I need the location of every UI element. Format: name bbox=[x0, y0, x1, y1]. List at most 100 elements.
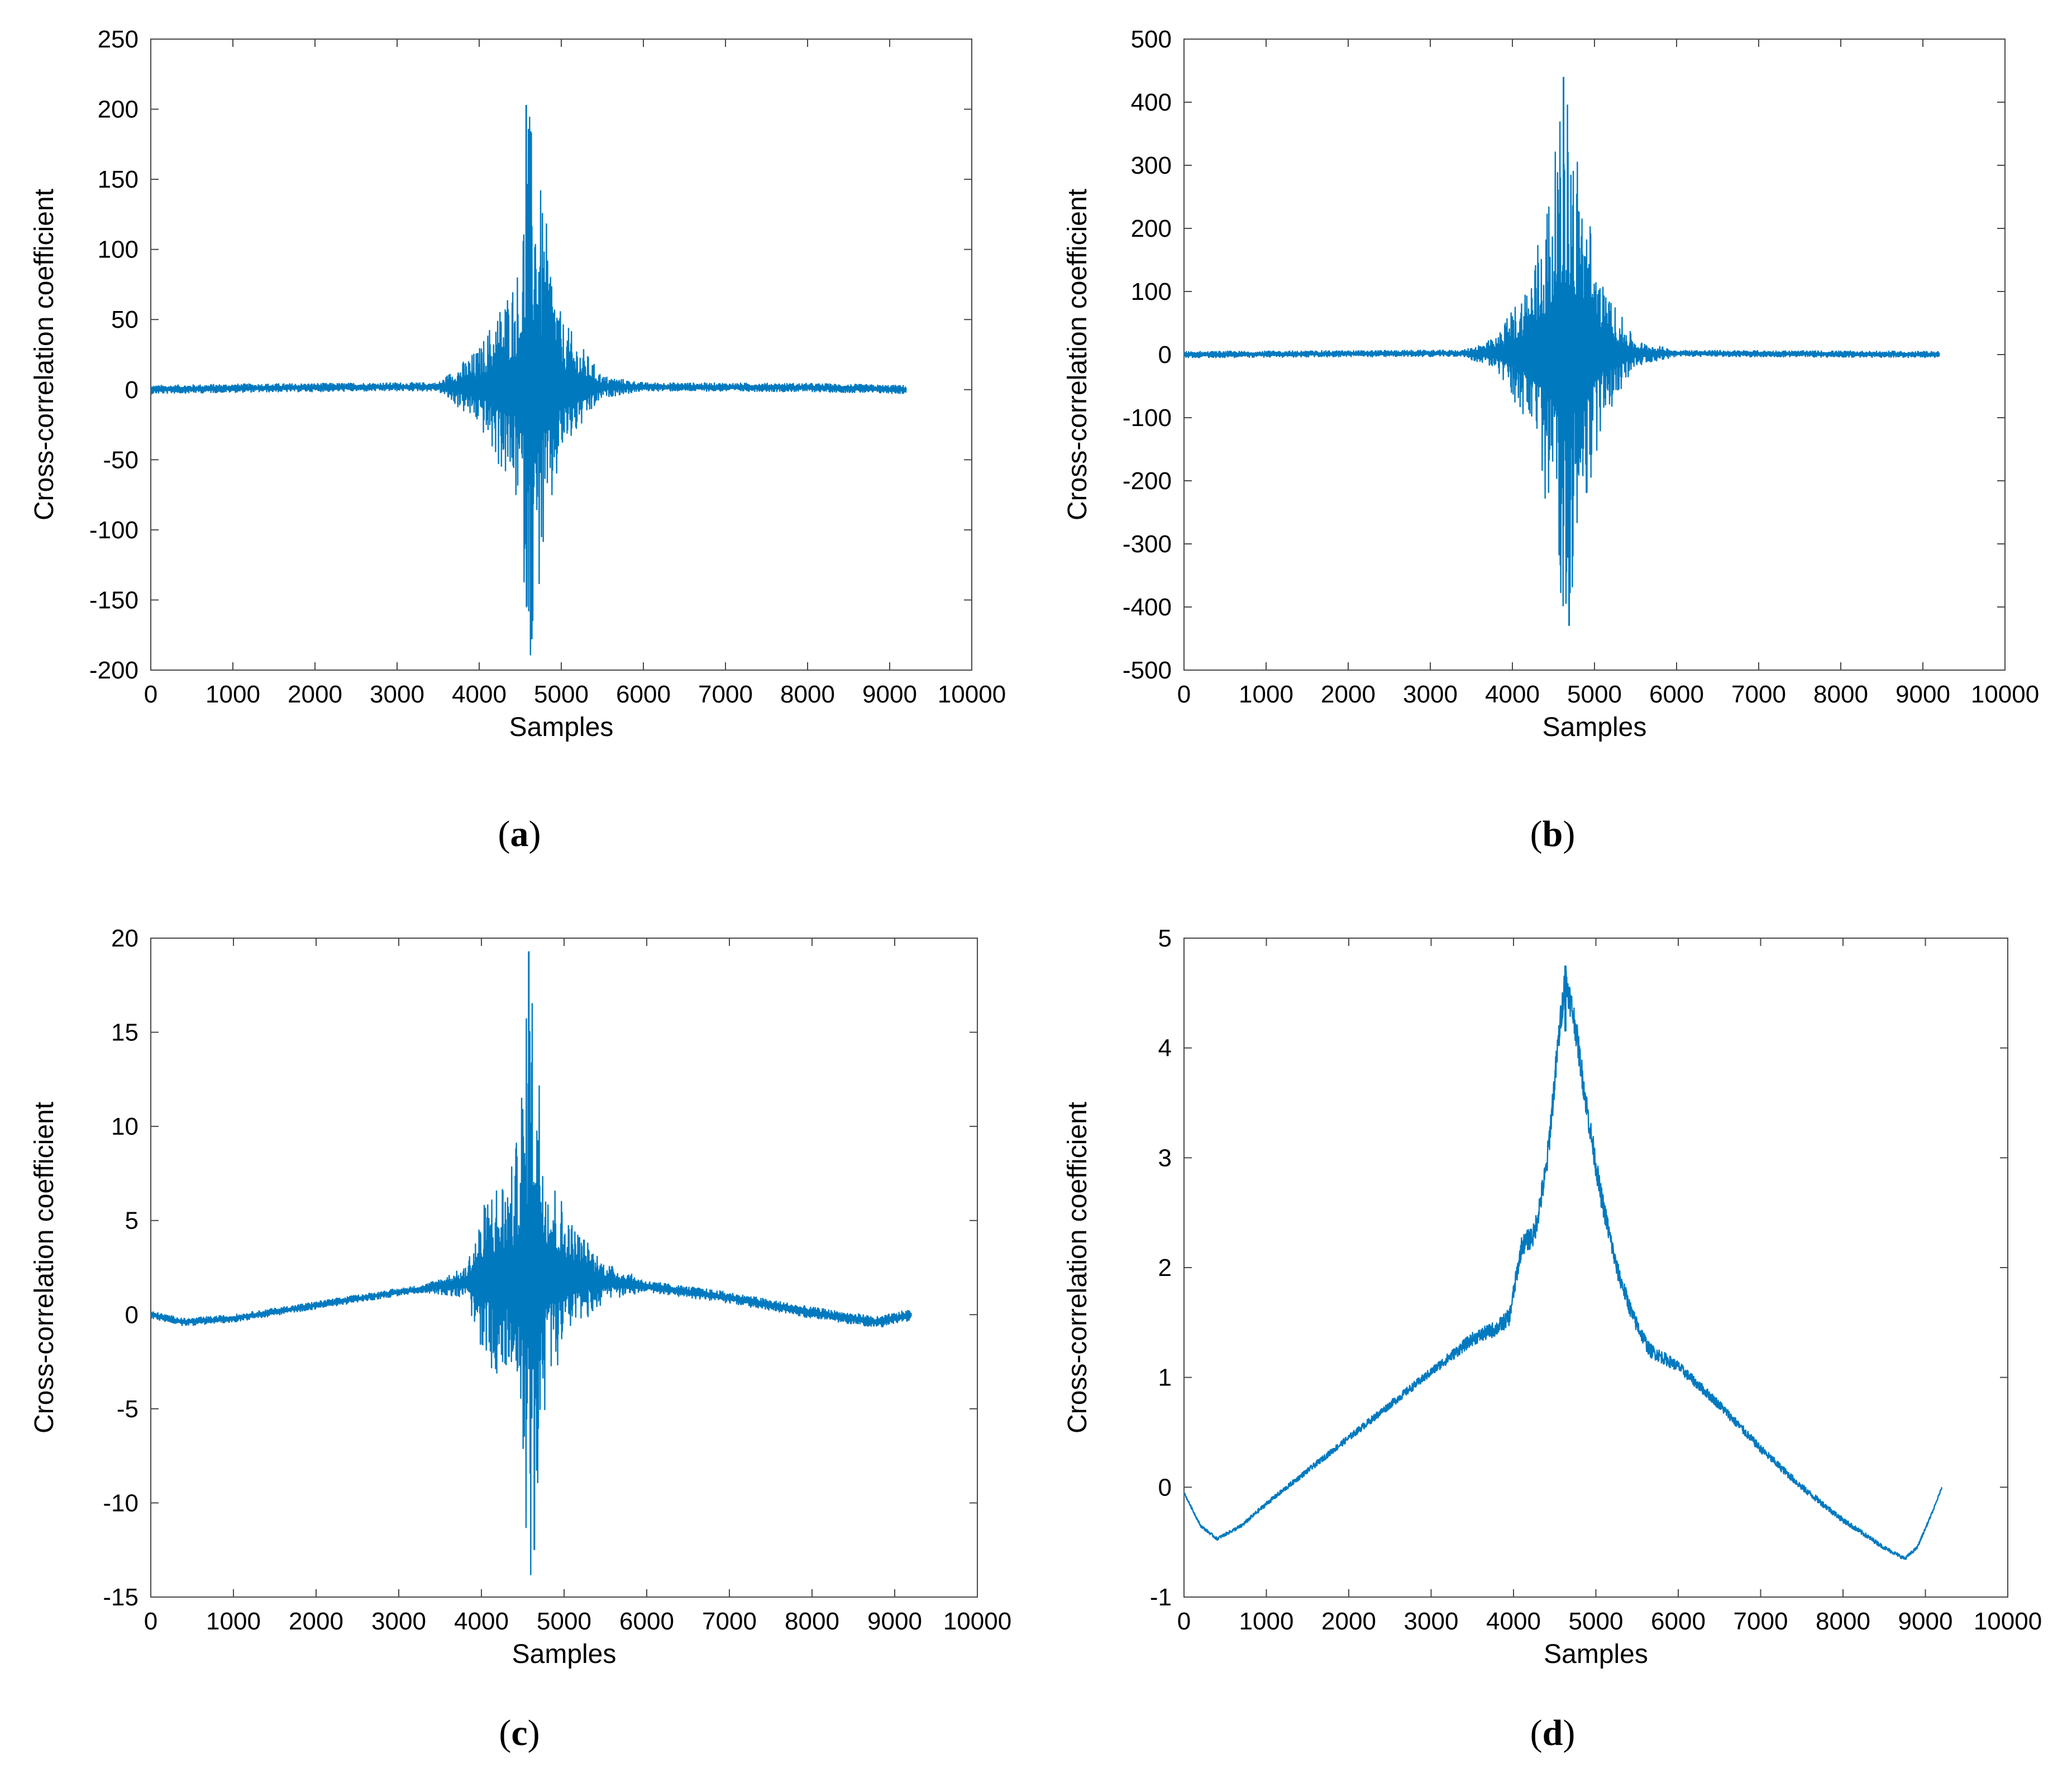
y-tick-label: 0 bbox=[125, 376, 139, 404]
panel-label: (b) bbox=[1530, 814, 1576, 854]
x-tick-label: 6000 bbox=[1649, 681, 1704, 708]
x-tick-label: 4000 bbox=[452, 681, 507, 708]
y-tick-label: 3 bbox=[1158, 1144, 1172, 1172]
y-tick-label: 4 bbox=[1158, 1035, 1172, 1062]
y-tick-label: -1 bbox=[1150, 1584, 1172, 1611]
series-line bbox=[1184, 967, 1943, 1560]
y-tick-label: 200 bbox=[1131, 215, 1172, 242]
x-tick-label: 1000 bbox=[206, 1608, 261, 1635]
x-tick-label: 2000 bbox=[1321, 681, 1376, 708]
x-tick-label: 7000 bbox=[698, 681, 753, 708]
x-tick-label: 5000 bbox=[534, 681, 589, 708]
series-line bbox=[1184, 104, 1940, 606]
x-tick-label: 1000 bbox=[1239, 1608, 1294, 1635]
y-tick-label: -400 bbox=[1123, 594, 1172, 621]
y-tick-label: -50 bbox=[103, 446, 139, 474]
x-tick-label: 6000 bbox=[616, 681, 671, 708]
y-axis-label: Cross-correlation coefficient bbox=[30, 1102, 59, 1433]
panel-label: (d) bbox=[1530, 1713, 1576, 1753]
x-tick-label: 9000 bbox=[867, 1608, 922, 1635]
y-tick-label: 5 bbox=[1158, 925, 1172, 952]
y-tick-label: 500 bbox=[1131, 26, 1172, 53]
x-tick-label: 5000 bbox=[1567, 681, 1622, 708]
panel-b: 0 1000 2000 3000 4000 5000 6000 7000 8000 9000 100… bbox=[1063, 26, 2039, 854]
y-tick-label: 150 bbox=[98, 166, 139, 193]
x-tick-label: 10000 bbox=[938, 681, 1006, 708]
y-tick-label: -300 bbox=[1123, 530, 1172, 558]
panel-a: 0 1000 2000 3000 4000 5000 6000 7000 8000 9000 100… bbox=[30, 26, 1006, 854]
y-tick-label: 10 bbox=[111, 1113, 139, 1140]
y-tick-label: 100 bbox=[1131, 278, 1172, 305]
x-tick-label: 0 bbox=[1177, 1608, 1191, 1635]
x-tick-label: 3000 bbox=[1403, 681, 1458, 708]
x-tick-label: 4000 bbox=[1485, 681, 1540, 708]
y-tick-label: -200 bbox=[89, 657, 139, 684]
x-tick-label: 7000 bbox=[702, 1608, 757, 1635]
y-tick-label: -10 bbox=[103, 1489, 139, 1517]
y-tick-label: 0 bbox=[1158, 1474, 1172, 1501]
x-tick-label: 10000 bbox=[1971, 681, 2039, 708]
panel-label: (a) bbox=[498, 814, 541, 854]
x-tick-label: 8000 bbox=[1816, 1608, 1870, 1635]
y-axis-label: Cross-correlation coefficient bbox=[30, 189, 59, 520]
x-tick-label: 10000 bbox=[943, 1608, 1011, 1635]
x-tick-label: 7000 bbox=[1731, 681, 1786, 708]
y-tick-label: 0 bbox=[1158, 341, 1172, 369]
y-tick-label: 1 bbox=[1158, 1364, 1172, 1392]
x-tick-label: 7000 bbox=[1734, 1608, 1788, 1635]
x-tick-label: 0 bbox=[1177, 681, 1191, 708]
y-tick-label: -500 bbox=[1123, 657, 1172, 684]
x-axis-label: Samples bbox=[512, 1639, 617, 1669]
y-axis-label: Cross-correlation coefficient bbox=[1063, 189, 1092, 520]
x-tick-label: 8000 bbox=[780, 681, 835, 708]
x-tick-label: 2000 bbox=[288, 681, 342, 708]
series-line bbox=[151, 1003, 912, 1576]
x-axis-label: Samples bbox=[1543, 713, 1647, 742]
x-tick-label: 6000 bbox=[1651, 1608, 1706, 1635]
y-tick-label: -100 bbox=[89, 517, 139, 544]
y-tick-label: -100 bbox=[1123, 404, 1172, 432]
series-line bbox=[151, 116, 907, 656]
x-axis-label: Samples bbox=[509, 713, 614, 742]
y-tick-label: 100 bbox=[98, 236, 139, 264]
y-axis-label: Cross-correlation coefficient bbox=[1063, 1102, 1092, 1433]
y-tick-label: 20 bbox=[111, 925, 139, 952]
panel-label: (c) bbox=[499, 1713, 540, 1753]
x-tick-label: 10000 bbox=[1974, 1608, 2042, 1635]
x-tick-label: 3000 bbox=[1404, 1608, 1459, 1635]
y-tick-label: -200 bbox=[1123, 467, 1172, 495]
y-tick-label: 5 bbox=[125, 1207, 139, 1235]
x-axis-label: Samples bbox=[1544, 1639, 1648, 1669]
x-tick-label: 3000 bbox=[371, 1608, 426, 1635]
y-tick-label: -15 bbox=[103, 1584, 139, 1611]
x-tick-label: 4000 bbox=[1486, 1608, 1541, 1635]
x-tick-label: 2000 bbox=[289, 1608, 343, 1635]
y-tick-label: 0 bbox=[125, 1301, 139, 1328]
x-tick-label: 9000 bbox=[1896, 681, 1950, 708]
x-tick-label: 1000 bbox=[206, 681, 260, 708]
y-tick-label: -5 bbox=[117, 1395, 139, 1423]
panel-d: 0 1000 2000 3000 4000 5000 6000 7000 8000 9000 100… bbox=[1063, 925, 2042, 1753]
y-tick-label: 2 bbox=[1158, 1254, 1172, 1282]
y-tick-label: 15 bbox=[111, 1019, 139, 1046]
y-tick-label: 50 bbox=[111, 306, 139, 333]
x-tick-label: 1000 bbox=[1239, 681, 1293, 708]
y-tick-label: -150 bbox=[89, 586, 139, 614]
x-tick-label: 0 bbox=[144, 681, 157, 708]
x-tick-label: 0 bbox=[144, 1608, 157, 1635]
x-tick-label: 8000 bbox=[1813, 681, 1868, 708]
x-tick-label: 6000 bbox=[619, 1608, 674, 1635]
y-tick-label: 250 bbox=[98, 26, 139, 53]
x-tick-label: 8000 bbox=[785, 1608, 839, 1635]
x-tick-label: 3000 bbox=[370, 681, 424, 708]
x-tick-label: 2000 bbox=[1321, 1608, 1376, 1635]
x-tick-label: 5000 bbox=[1569, 1608, 1624, 1635]
plot-frame bbox=[1183, 938, 2008, 1598]
panel-c: 0 1000 2000 3000 4000 5000 6000 7000 8000 9000 100… bbox=[30, 925, 1011, 1753]
y-tick-label: 400 bbox=[1131, 89, 1172, 116]
x-tick-label: 9000 bbox=[862, 681, 917, 708]
y-tick-label: 200 bbox=[98, 96, 139, 123]
x-tick-label: 9000 bbox=[1898, 1608, 1953, 1635]
x-tick-label: 4000 bbox=[454, 1608, 509, 1635]
